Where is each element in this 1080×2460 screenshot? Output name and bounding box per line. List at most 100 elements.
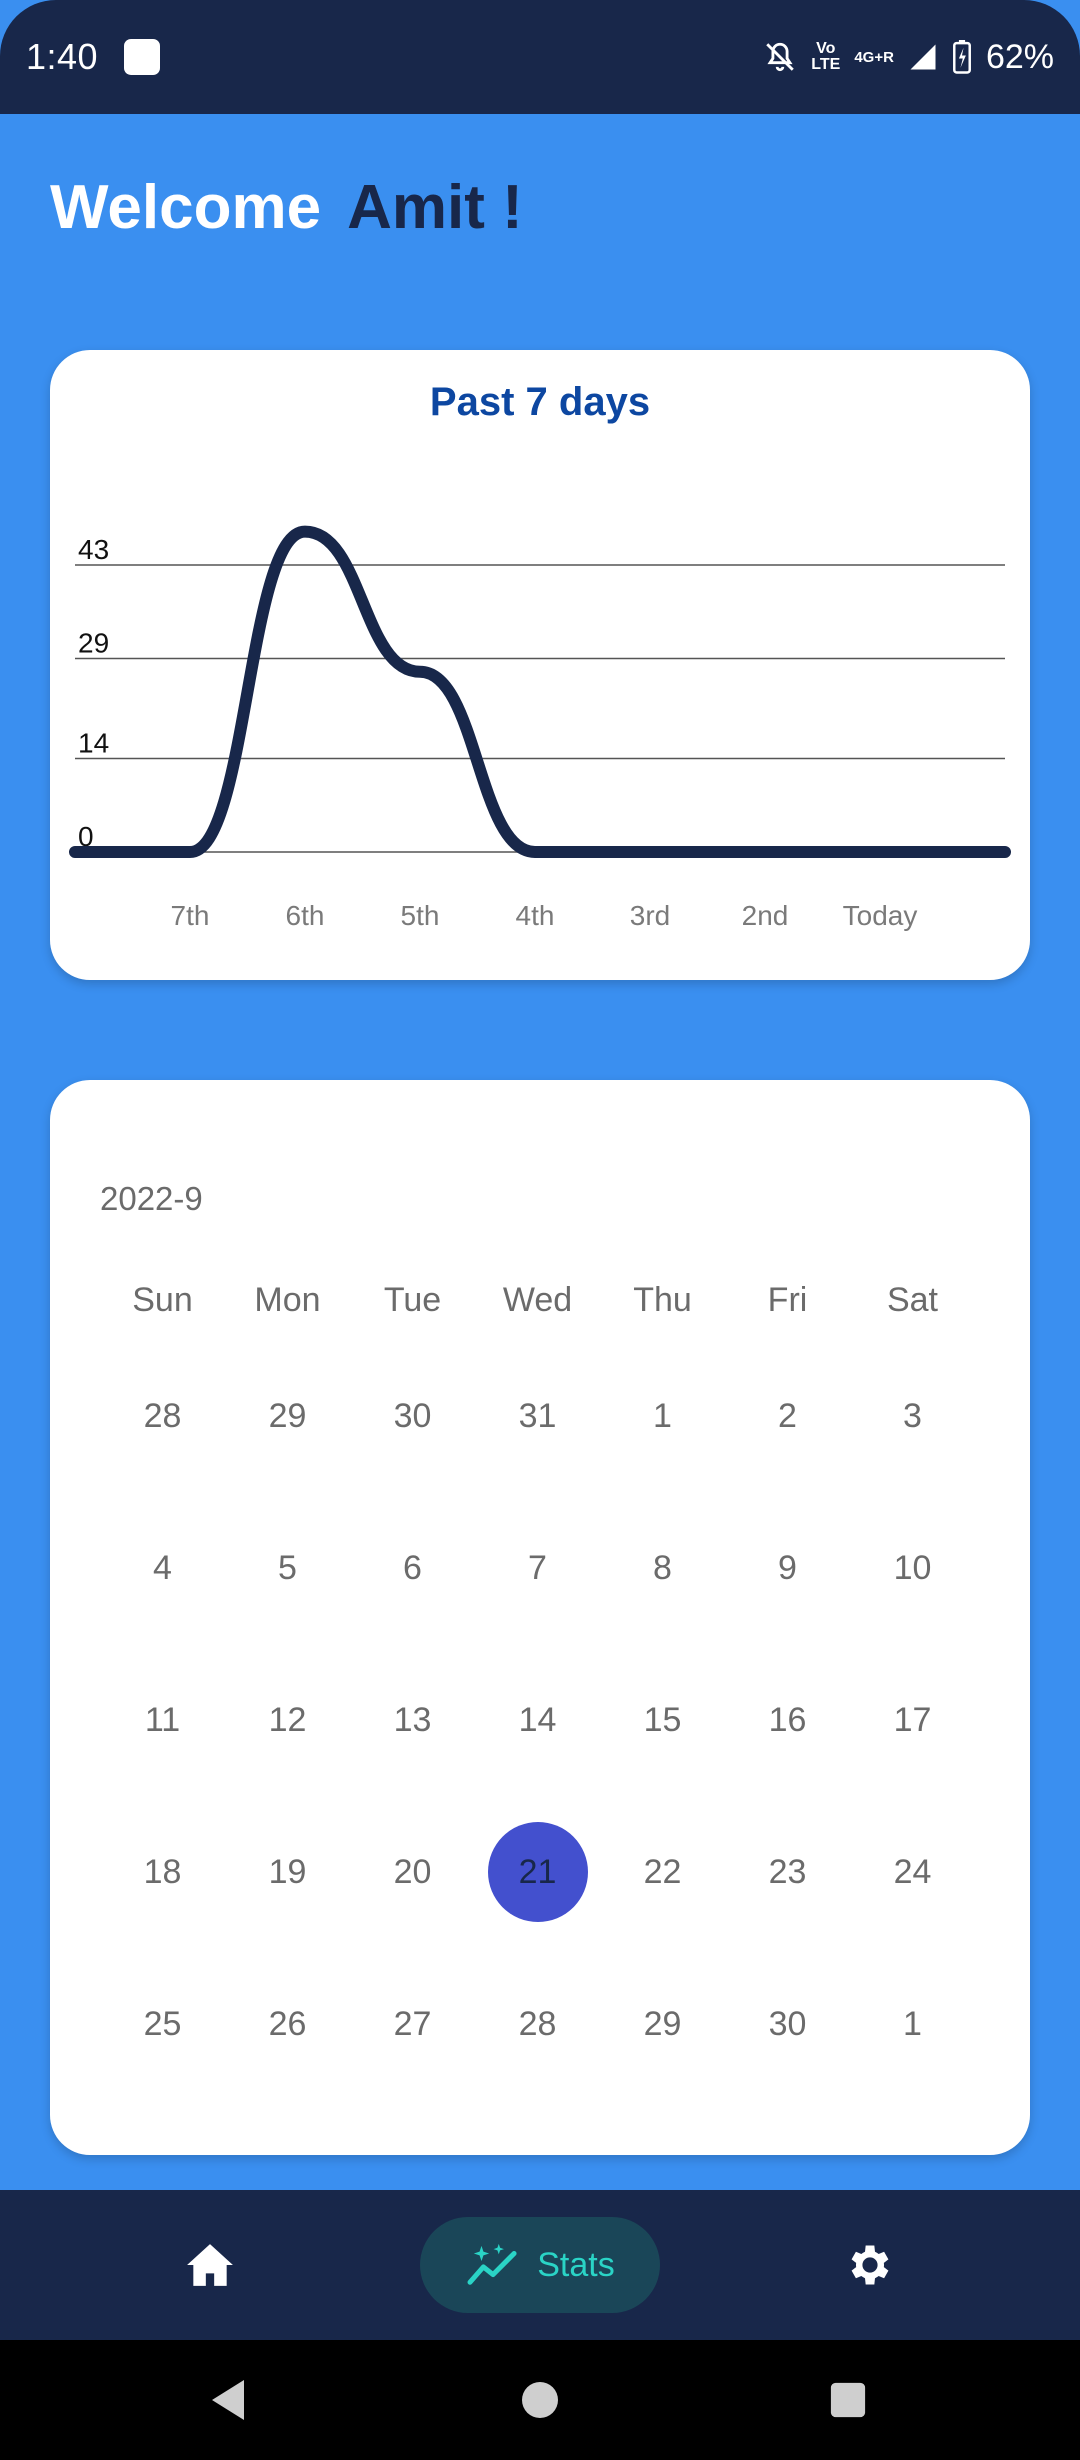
x-tick-label: 4th [516,900,555,931]
calendar-cell: 26 [225,1974,350,2074]
calendar-cell: 28 [475,1974,600,2074]
system-home-button[interactable] [500,2340,580,2460]
weekday-label: Fri [767,1280,808,1319]
calendar-day[interactable]: 8 [653,1548,672,1587]
calendar-cell: 16 [725,1670,850,1770]
network-type: 4G+R [854,48,894,66]
calendar-day[interactable]: 19 [268,1852,307,1891]
calendar-grid: Sun Mon Tue Wed Thu Fri Sat 28 29 30 31 1 2 3 4… [100,1260,975,2100]
calendar-cell: 9 [725,1518,850,1618]
gear-icon [851,2245,889,2285]
y-tick-label: 14 [78,728,109,759]
calendar-day[interactable]: 17 [893,1700,932,1739]
calendar-day[interactable]: 1 [653,1396,672,1435]
system-recents-button[interactable] [808,2340,888,2460]
x-tick-label: 7th [171,900,210,931]
calendar-day[interactable]: 2 [778,1396,797,1435]
calendar-cell: 2 [725,1366,850,1466]
volte-bottom: LTE [811,56,841,73]
calendar-cell: 15 [600,1670,725,1770]
bottom-navigation: Stats [0,2190,1080,2340]
calendar-day[interactable]: 16 [768,1700,807,1739]
chart-card: Past 7 days 43 29 14 0 7th 6th 5th 4th 3rd 2nd Tod… [50,350,1030,980]
welcome-header: Welcome Amit ! [50,172,523,243]
calendar-day[interactable]: 31 [518,1396,557,1435]
calendar-week-row: 25 26 27 28 29 30 1 [100,1948,975,2100]
calendar-day[interactable]: 20 [393,1852,432,1891]
x-tick-label: Today [843,900,918,931]
calendar-day[interactable]: 12 [268,1700,307,1739]
calendar-cell: 27 [350,1974,475,2074]
calendar-day[interactable]: 29 [268,1396,307,1435]
calendar-cell: 6 [350,1518,475,1618]
x-tick-label: 2nd [742,900,789,931]
weekday-label: Wed [502,1280,573,1319]
calendar-day[interactable]: 6 [403,1548,422,1587]
calendar-cell: 20 [350,1822,475,1922]
nav-settings[interactable] [820,2190,920,2340]
calendar-day[interactable]: 28 [143,1396,182,1435]
calendar-day[interactable]: 9 [778,1548,797,1587]
nav-home[interactable] [160,2190,260,2340]
weekday-label: Sun [132,1280,193,1319]
system-navigation [0,2340,1080,2460]
volte-indicator: Vo LTE [811,41,840,73]
system-back-button[interactable] [188,2340,268,2460]
calendar-day[interactable]: 23 [768,1852,807,1891]
calendar-cell: 21 [475,1822,600,1922]
calendar-cell: 11 [100,1670,225,1770]
home-circle-icon [522,2382,558,2418]
home-icon [187,2244,233,2286]
calendar-day[interactable]: 27 [393,2004,432,2043]
calendar-day[interactable]: 15 [643,1700,682,1739]
calendar-cell: 17 [850,1670,975,1770]
welcome-text: Welcome [50,173,322,242]
y-tick-label: 43 [78,534,109,565]
nav-stats[interactable]: Stats [420,2217,660,2313]
x-tick-label: 3rd [630,900,670,931]
calendar-day[interactable]: 13 [393,1700,432,1739]
calendar-day[interactable]: 14 [518,1700,557,1739]
status-time: 1:40 [26,36,99,77]
weekday-label: Mon [254,1280,321,1319]
calendar-day[interactable]: 4 [153,1548,172,1587]
calendar-day-selected[interactable]: 21 [487,1822,588,1922]
battery-icon [952,40,971,74]
series-line [69,525,1011,858]
calendar-day[interactable]: 5 [278,1548,297,1587]
calendar-cell: 4 [100,1518,225,1618]
calendar-week-row: 28 29 30 31 1 2 3 [100,1340,975,1492]
calendar-cell: 30 [350,1366,475,1466]
calendar-day[interactable]: 10 [893,1548,932,1587]
calendar-day[interactable]: 22 [643,1852,682,1891]
calendar-cell: 18 [100,1822,225,1922]
x-tick-label: 6th [286,900,325,931]
calendar-day[interactable]: 30 [768,2004,807,2043]
volte-top: Vo [816,40,836,57]
calendar-day[interactable]: 18 [143,1852,182,1891]
calendar-cell: 29 [600,1974,725,2074]
calendar-day[interactable]: 26 [268,2004,307,2043]
y-tick-label: 0 [78,821,94,852]
calendar-day[interactable]: 1 [903,2004,922,2043]
weekday-header: Sun Mon Tue Wed Thu Fri Sat [100,1260,975,1340]
calendar-day[interactable]: 11 [144,1700,181,1739]
calendar-day[interactable]: 24 [893,1852,932,1891]
calendar-day[interactable]: 28 [518,2004,557,2043]
calendar-cell: 22 [600,1822,725,1922]
calendar-cell: 19 [225,1822,350,1922]
calendar-day[interactable]: 29 [643,2004,682,2043]
weekday-label: Thu [633,1280,692,1319]
calendar-weeks: 28 29 30 31 1 2 3 4 5 6 7 8 9 10 11 12 13 14 15 16 17 18 19 20 2… [100,1340,975,2100]
calendar-cell: 29 [225,1366,350,1466]
calendar-cell: 10 [850,1518,975,1618]
calendar-cell: 1 [850,1974,975,2074]
calendar-day[interactable]: 25 [143,2004,182,2043]
calendar-day[interactable]: 3 [903,1396,922,1435]
calendar-day[interactable]: 30 [393,1396,432,1435]
calendar-cell: 1 [600,1366,725,1466]
status-bar: 1:40 Vo LTE 4G+R 62% [0,0,1080,114]
calendar-cell: 28 [100,1366,225,1466]
calendar-day[interactable]: 7 [528,1548,547,1587]
notification-icon [124,39,161,75]
